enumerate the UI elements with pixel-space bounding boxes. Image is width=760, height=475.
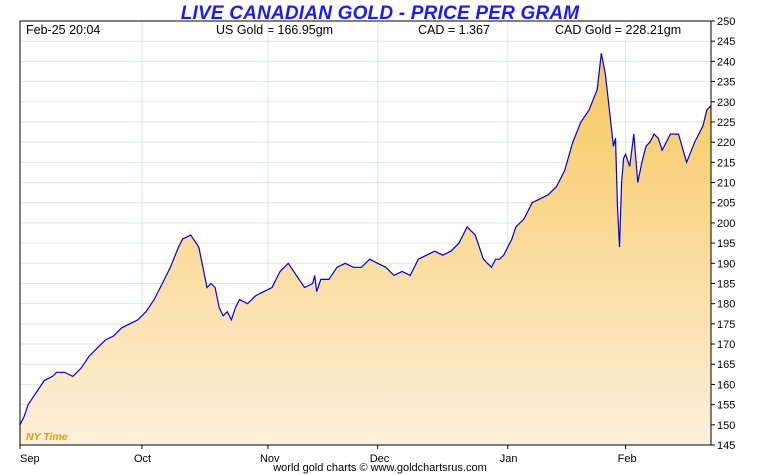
- y-tick-label: 210: [717, 178, 735, 190]
- y-tick-label: 185: [717, 278, 735, 290]
- cad-gold-label: CAD Gold = 228.21gm: [555, 23, 682, 37]
- y-tick-label: 235: [717, 77, 735, 89]
- x-tick-label: Jan: [500, 453, 518, 465]
- y-axis: 145 150 155 160 165 170 175 180 185 190 195 200 205 2…: [711, 16, 735, 452]
- y-tick-label: 205: [717, 198, 735, 210]
- price-area-fill: [20, 53, 711, 446]
- cad-rate-label: CAD = 1.367: [418, 23, 490, 37]
- y-tick-label: 195: [717, 238, 735, 250]
- price-line: [19, 53, 712, 426]
- y-tick-label: 155: [717, 400, 735, 412]
- y-tick-label: 165: [717, 359, 735, 371]
- y-tick-label: 220: [717, 137, 735, 149]
- y-tick-label: 225: [717, 117, 735, 129]
- y-tick-label: 160: [717, 379, 735, 391]
- y-tick-label: 215: [717, 157, 735, 169]
- y-tick-label: 145: [717, 440, 735, 452]
- y-tick-label: 150: [717, 420, 735, 432]
- plot-frame: [19, 20, 712, 446]
- y-tick-label: 180: [717, 299, 735, 311]
- x-tick-label: Nov: [260, 453, 280, 465]
- chart-title: LIVE CANADIAN GOLD - PRICE PER GRAM: [180, 3, 580, 24]
- x-tick-label: Dec: [370, 453, 390, 465]
- y-tick-label: 170: [717, 339, 735, 351]
- timezone-label: NY Time: [26, 431, 68, 443]
- y-tick-label: 240: [717, 56, 735, 68]
- y-tick-label: 250: [717, 16, 735, 28]
- x-axis: Sep Oct Nov Dec Jan Feb: [19, 445, 637, 465]
- y-tick-label: 175: [717, 319, 735, 331]
- y-tick-label: 200: [717, 218, 735, 230]
- x-tick-label: Oct: [134, 453, 151, 465]
- us-gold-label: US Gold = 166.95gm: [216, 23, 334, 37]
- footer-credit: world gold charts © www.goldchartsrus.co…: [273, 462, 487, 474]
- y-tick-label: 190: [717, 258, 735, 270]
- x-tick-label: Feb: [618, 453, 637, 465]
- y-tick-label: 245: [717, 36, 735, 48]
- datetime-label: Feb-25 20:04: [26, 23, 101, 37]
- x-tick-label: Sep: [20, 453, 40, 465]
- y-tick-label: 230: [717, 97, 735, 109]
